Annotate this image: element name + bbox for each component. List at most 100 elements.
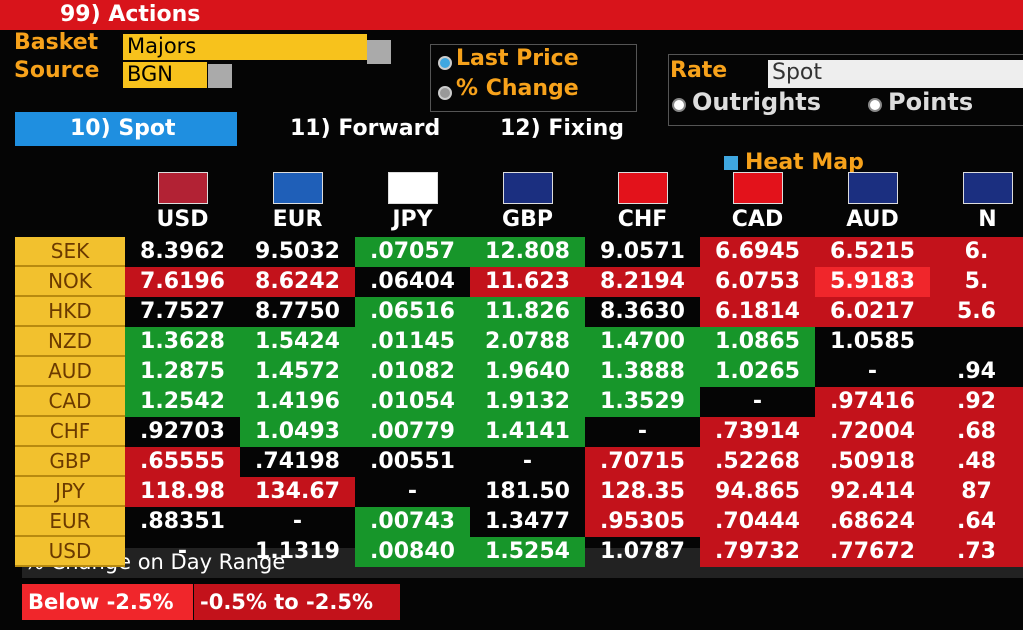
heat-cell[interactable]: 128.35 — [585, 477, 700, 507]
heat-cell[interactable]: 94.865 — [700, 477, 815, 507]
heat-cell[interactable]: .00551 — [370, 449, 455, 474]
active-tab[interactable] — [15, 112, 237, 146]
tab[interactable]: 12) Fixing — [500, 116, 625, 141]
heat-cell[interactable]: .06516 — [355, 297, 470, 327]
heat-cell[interactable]: .65555 — [125, 447, 240, 477]
heat-cell[interactable]: 92.414 — [815, 477, 930, 507]
heat-cell[interactable]: 6.1814 — [700, 297, 815, 327]
heat-cell[interactable]: 6.5215 — [815, 237, 930, 267]
heat-cell[interactable]: .68624 — [815, 507, 930, 537]
heat-cell[interactable]: .01082 — [355, 357, 470, 387]
heat-cell[interactable]: 1.3628 — [125, 327, 240, 357]
heat-cell[interactable]: 1.0787 — [600, 539, 685, 564]
heat-cell[interactable]: .95305 — [585, 507, 700, 537]
heat-cell[interactable]: .79732 — [700, 537, 815, 567]
heat-cell[interactable]: 1.3529 — [585, 387, 700, 417]
radio[interactable] — [438, 56, 452, 70]
heat-cell[interactable]: 181.50 — [485, 479, 570, 504]
heat-cell[interactable]: .01145 — [355, 327, 470, 357]
radio[interactable] — [672, 98, 686, 112]
heat-cell[interactable]: 1.5254 — [470, 537, 585, 567]
heat-cell[interactable]: - — [522, 449, 533, 474]
heat-cell[interactable]: 8.6242 — [240, 267, 355, 297]
heat-map-toggle[interactable]: Heat Map — [745, 150, 864, 175]
heat-cell[interactable]: 1.5424 — [240, 327, 355, 357]
heat-cell[interactable]: 6.0753 — [700, 267, 815, 297]
heat-cell[interactable]: .73914 — [700, 417, 815, 447]
heat-cell[interactable]: 134.67 — [240, 477, 355, 507]
heat-cell[interactable]: 8.3630 — [600, 299, 685, 324]
heat-cell[interactable]: 8.2194 — [585, 267, 700, 297]
dropdown[interactable] — [367, 40, 391, 64]
heat-cell[interactable]: .48 — [930, 447, 1023, 477]
heat-cell[interactable]: .70444 — [700, 507, 815, 537]
heat-cell[interactable]: - — [752, 389, 763, 414]
heat-cell[interactable]: - — [292, 509, 303, 534]
rate-field[interactable]: Spot — [768, 60, 1023, 88]
heat-cell[interactable]: 6.6945 — [700, 237, 815, 267]
heat-cell[interactable]: .07057 — [355, 237, 470, 267]
heat-cell[interactable]: 12.808 — [470, 237, 585, 267]
display-option[interactable]: Last Price — [456, 46, 579, 71]
tab[interactable]: 10) Spot — [70, 116, 176, 141]
heat-cell[interactable]: .88351 — [140, 509, 225, 534]
heat-cell[interactable]: 118.98 — [125, 477, 240, 507]
heat-cell[interactable]: .00840 — [355, 537, 470, 567]
quote-option[interactable]: Points — [888, 88, 974, 116]
heat-cell[interactable]: 1.1319 — [255, 539, 340, 564]
heat-cell[interactable]: 7.6196 — [125, 267, 240, 297]
heat-cell[interactable]: 11.826 — [470, 297, 585, 327]
heat-cell[interactable]: 87 — [930, 477, 1023, 507]
dropdown[interactable] — [208, 64, 232, 88]
heat-cell[interactable]: .52268 — [700, 447, 815, 477]
heat-cell[interactable]: 6.0217 — [815, 297, 930, 327]
heat-cell[interactable]: .94 — [957, 359, 996, 384]
basket-field[interactable]: Majors — [123, 34, 367, 60]
heat-cell[interactable]: 1.9640 — [470, 357, 585, 387]
radio[interactable] — [438, 86, 452, 100]
heat-cell[interactable] — [930, 327, 1023, 357]
heat-cell[interactable]: .01054 — [355, 387, 470, 417]
heat-cell[interactable]: .92 — [930, 387, 1023, 417]
display-option[interactable]: % Change — [456, 76, 579, 101]
heat-cell[interactable]: .73 — [930, 537, 1023, 567]
heat-cell[interactable]: .74198 — [255, 449, 340, 474]
heat-cell[interactable]: .06404 — [370, 269, 455, 294]
heat-cell[interactable]: 2.0788 — [470, 327, 585, 357]
heat-cell[interactable]: 1.4141 — [470, 417, 585, 447]
heat-cell[interactable]: 1.3888 — [585, 357, 700, 387]
actions-menu[interactable]: 99) Actions — [60, 2, 201, 27]
heat-cell[interactable]: .50918 — [815, 447, 930, 477]
heat-cell[interactable]: 1.4196 — [240, 387, 355, 417]
heat-cell[interactable]: .00779 — [355, 417, 470, 447]
heat-cell[interactable]: 1.0865 — [700, 327, 815, 357]
heat-cell[interactable]: - — [177, 539, 188, 564]
heat-cell[interactable]: 1.2875 — [125, 357, 240, 387]
tab[interactable]: 11) Forward — [290, 116, 441, 141]
heat-cell[interactable]: 8.7750 — [255, 299, 340, 324]
heat-cell[interactable]: 11.623 — [470, 267, 585, 297]
heat-cell[interactable]: - — [867, 359, 878, 384]
heat-cell[interactable]: 1.0265 — [700, 357, 815, 387]
heat-cell[interactable]: 6. — [930, 237, 1023, 267]
heat-cell[interactable]: .97416 — [815, 387, 930, 417]
heat-cell[interactable]: - — [637, 419, 648, 444]
heat-cell[interactable]: - — [407, 479, 418, 504]
heat-cell[interactable]: 1.0585 — [830, 329, 915, 354]
radio[interactable] — [868, 98, 882, 112]
heat-cell[interactable]: 5. — [930, 267, 1023, 297]
source-field[interactable]: BGN — [123, 62, 207, 88]
heat-cell[interactable]: 1.2542 — [125, 387, 240, 417]
heat-cell[interactable]: 9.5032 — [255, 239, 340, 264]
heat-cell[interactable]: 7.7527 — [140, 299, 225, 324]
heat-cell[interactable]: 5.6 — [930, 297, 1023, 327]
heat-cell[interactable]: 8.3962 — [140, 239, 225, 264]
heat-cell[interactable]: .64 — [930, 507, 1023, 537]
heat-cell[interactable]: 1.9132 — [470, 387, 585, 417]
heat-cell[interactable]: .70715 — [585, 447, 700, 477]
heat-cell[interactable]: .92703 — [140, 419, 225, 444]
heat-cell[interactable]: 1.4700 — [585, 327, 700, 357]
heat-cell[interactable]: 1.3477 — [485, 509, 570, 534]
heat-cell[interactable]: 5.9183 — [815, 267, 930, 297]
checkbox[interactable] — [724, 156, 738, 170]
